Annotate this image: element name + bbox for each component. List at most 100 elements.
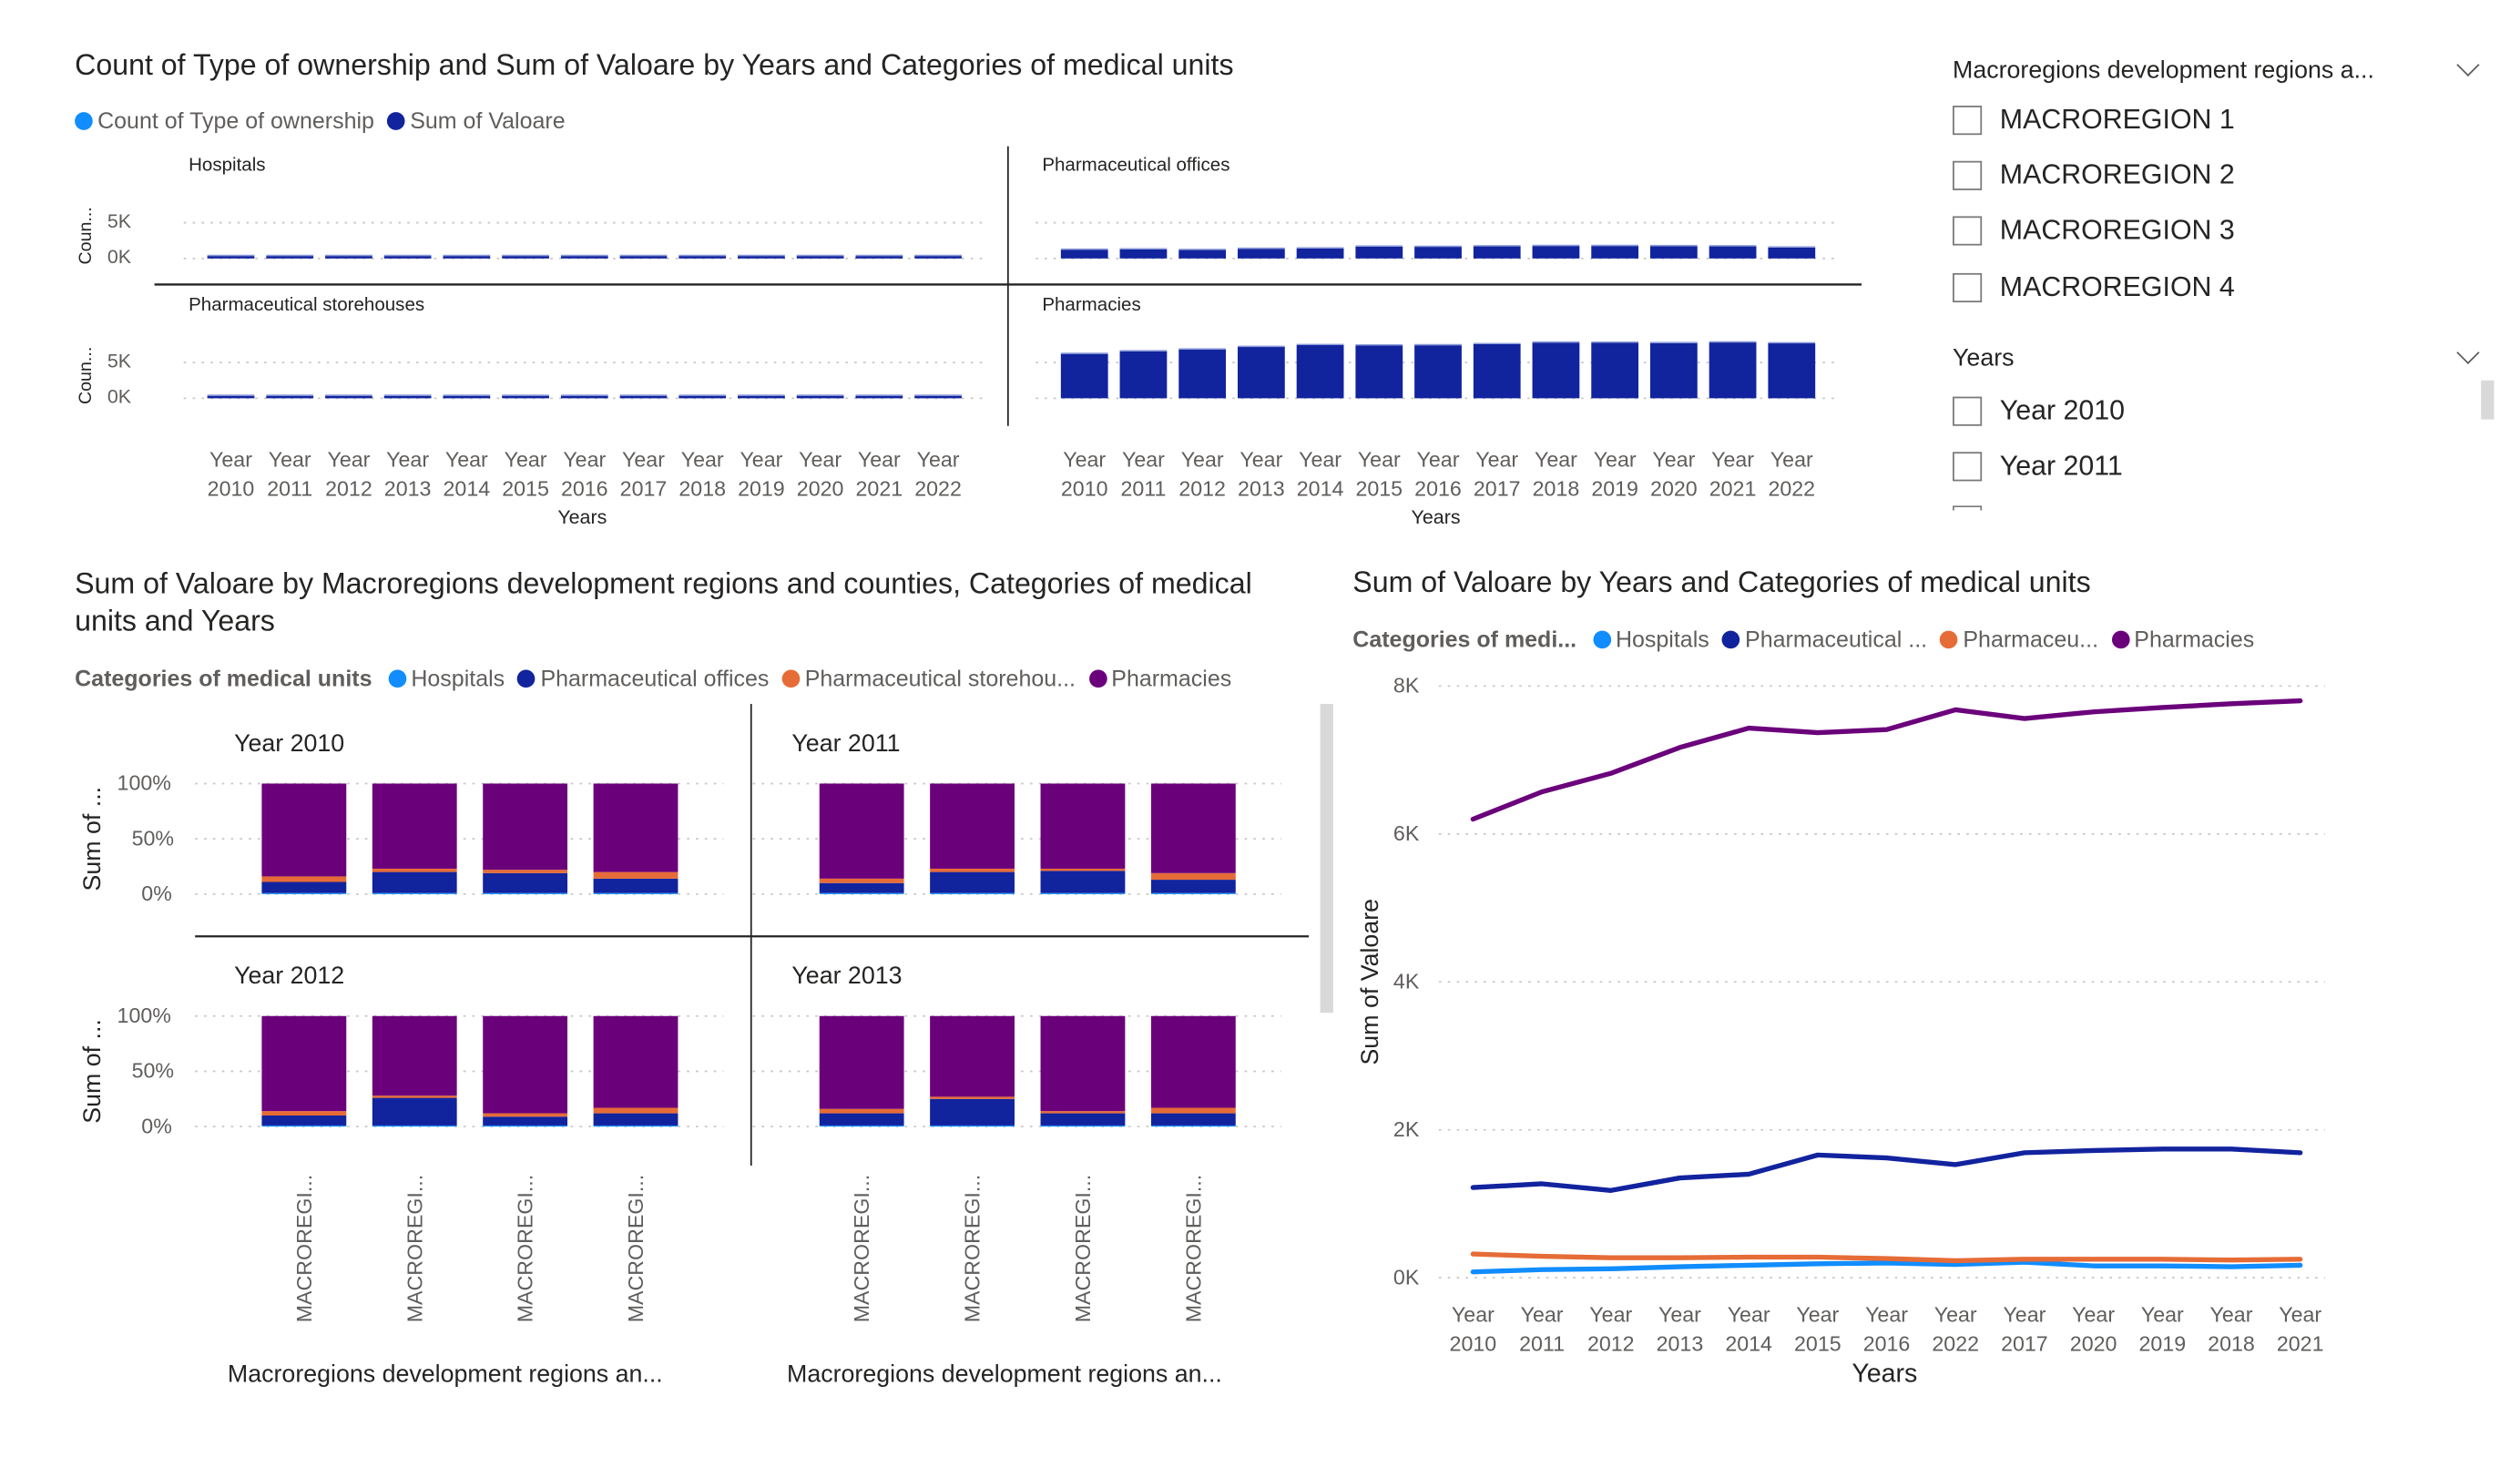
bar-count-type-of-ownership — [325, 394, 372, 396]
bar-sum-valoare — [1060, 353, 1108, 399]
legend-item-pharmaceutical-offices[interactable]: Pharmaceutical ... — [1722, 626, 1927, 652]
y-axis-title: Sum of Valoare — [1356, 898, 1385, 1065]
y-tick-label: 100% — [117, 770, 171, 795]
facet-title: Pharmaceutical storehouses — [189, 295, 425, 316]
bar-count-type-of-ownership — [1473, 342, 1521, 344]
checkbox[interactable] — [1953, 452, 1983, 482]
segment-pharmaceutical-offices — [930, 871, 1015, 893]
checkbox[interactable] — [1953, 505, 1983, 511]
segment-pharmacies — [930, 783, 1015, 869]
x-tick-label: Year 2019 — [738, 446, 785, 501]
slicer-item-year-2010[interactable]: Year 2010 — [1953, 395, 2125, 428]
scrollbar[interactable] — [1320, 703, 1333, 1014]
legend-dot-icon — [1088, 668, 1107, 688]
bar-count-type-of-ownership — [619, 254, 668, 257]
bar-count-type-of-ownership — [619, 394, 668, 396]
bar-count-type-of-ownership — [855, 394, 903, 396]
legend-dot-icon — [1592, 629, 1611, 648]
segment-pharmaceutical-storehouses — [1150, 1107, 1236, 1114]
legend-title: Categories of medical units — [75, 665, 372, 691]
segment-hospitals — [261, 892, 347, 894]
bar-sum-valoare — [443, 395, 491, 399]
x-tick-label: Year 2012 — [1586, 1301, 1635, 1356]
bar-sum-valoare — [1649, 246, 1698, 259]
x-tick-label: Year 2016 — [1414, 446, 1462, 501]
x-tick-label: Year 2011 — [1519, 1301, 1566, 1356]
bar-count-type-of-ownership — [1178, 348, 1227, 350]
segment-pharmaceutical-storehouses — [261, 876, 347, 882]
legend-item-hospitals[interactable]: Hospitals — [1592, 626, 1709, 652]
bar-count-type-of-ownership — [207, 394, 255, 396]
x-tick-label: Year 2013 — [1656, 1301, 1704, 1356]
bar-sum-valoare — [1119, 351, 1168, 399]
bar-sum-valoare — [502, 256, 549, 259]
legend-item-pharmacies[interactable]: Pharmacies — [2111, 626, 2254, 652]
x-tick-label: Year 2018 — [678, 446, 727, 501]
segment-pharmaceutical-storehouses — [261, 1111, 347, 1116]
bar-count-type-of-ownership — [1709, 341, 1757, 343]
segment-pharmacies — [1150, 783, 1236, 873]
bar-sum-valoare — [1649, 342, 1698, 399]
segment-pharmaceutical-offices — [261, 1116, 347, 1126]
slicer-item-macroregion-3[interactable]: MACROREGION 3 — [1953, 215, 2235, 248]
segment-pharmaceutical-storehouses — [819, 878, 904, 883]
slicer-item-partial[interactable] — [1953, 505, 1984, 511]
segment-hospitals — [930, 892, 1015, 894]
segment-hospitals — [1150, 892, 1236, 894]
bar-sum-valoare — [796, 395, 844, 399]
bar-count-type-of-ownership — [1532, 244, 1580, 247]
x-tick-label: MACROREGI... — [291, 1174, 317, 1323]
bar-sum-valoare — [1237, 249, 1285, 259]
bar-count-type-of-ownership — [1414, 245, 1462, 248]
slicer-scrollbar[interactable] — [2481, 380, 2494, 420]
facet-title: Year 2011 — [791, 729, 901, 758]
x-tick-label: MACROREGI... — [513, 1174, 538, 1323]
slicer-item-year-2011[interactable]: Year 2011 — [1953, 451, 2123, 484]
bar-sum-valoare — [1414, 345, 1462, 399]
x-tick-label: Year 2019 — [1591, 446, 1638, 501]
bar-sum-valoare — [855, 256, 903, 259]
line-pharmaceutical-storehouses — [1470, 1251, 2303, 1264]
legend-item-pharmaceutical-storehouses[interactable]: Pharmaceutical storehou... — [781, 665, 1076, 691]
bar-sum-valoare — [796, 256, 844, 259]
x-tick-label: Year 2015 — [1355, 446, 1403, 501]
bar-sum-valoare — [266, 395, 314, 399]
segment-pharmaceutical-storehouses — [372, 868, 457, 872]
y-axis-title: Coun... — [76, 346, 97, 405]
bar-sum-valoare — [502, 395, 549, 399]
slicer-item-macroregion-1[interactable]: MACROREGION 1 — [1953, 104, 2235, 137]
checkbox[interactable] — [1953, 160, 1983, 190]
x-axis-title: Macroregions development regions an... — [227, 1360, 663, 1389]
legend-item-count[interactable]: Count of Type of ownership — [75, 107, 374, 133]
bar-count-type-of-ownership — [1768, 246, 1816, 248]
slicer-item-label: Year 2011 — [1999, 450, 2123, 482]
legend-label: Pharmacies — [2134, 626, 2255, 652]
bar-sum-valoare — [678, 395, 727, 399]
legend-item-pharmaceutical-storehouses[interactable]: Pharmaceu... — [1940, 626, 2098, 652]
checkbox[interactable] — [1953, 272, 1983, 303]
legend-dot-icon — [387, 111, 405, 129]
checkbox[interactable] — [1953, 396, 1983, 426]
x-tick-label: Year 2012 — [1178, 446, 1226, 501]
bar-count-type-of-ownership — [266, 254, 314, 257]
checkbox[interactable] — [1953, 216, 1983, 246]
legend-dot-icon — [388, 668, 406, 688]
x-axis-title: Years — [1411, 505, 1461, 529]
bar-count-type-of-ownership — [1649, 341, 1698, 343]
bar-count-type-of-ownership — [383, 394, 432, 396]
legend-item-pharmacies[interactable]: Pharmacies — [1088, 665, 1231, 691]
legend-label: Sum of Valoare — [410, 107, 566, 134]
legend-item-pharmaceutical-offices[interactable]: Pharmaceutical offices — [517, 665, 769, 691]
slicer-item-macroregion-2[interactable]: MACROREGION 2 — [1953, 159, 2235, 192]
segment-pharmacies — [930, 1015, 1015, 1097]
bar-count-type-of-ownership — [1178, 249, 1227, 250]
bar-count-type-of-ownership — [1591, 244, 1639, 247]
slicer-item-macroregion-4[interactable]: MACROREGION 4 — [1953, 271, 2235, 304]
segment-pharmaceutical-offices — [372, 1097, 457, 1126]
x-tick-label: Year 2018 — [2208, 1301, 2255, 1356]
bar-count-type-of-ownership — [1414, 343, 1462, 346]
legend-item-sum[interactable]: Sum of Valoare — [387, 107, 566, 134]
checkbox[interactable] — [1953, 106, 1983, 136]
legend-item-hospitals[interactable]: Hospitals — [388, 665, 505, 691]
segment-pharmaceutical-storehouses — [1040, 1111, 1126, 1114]
